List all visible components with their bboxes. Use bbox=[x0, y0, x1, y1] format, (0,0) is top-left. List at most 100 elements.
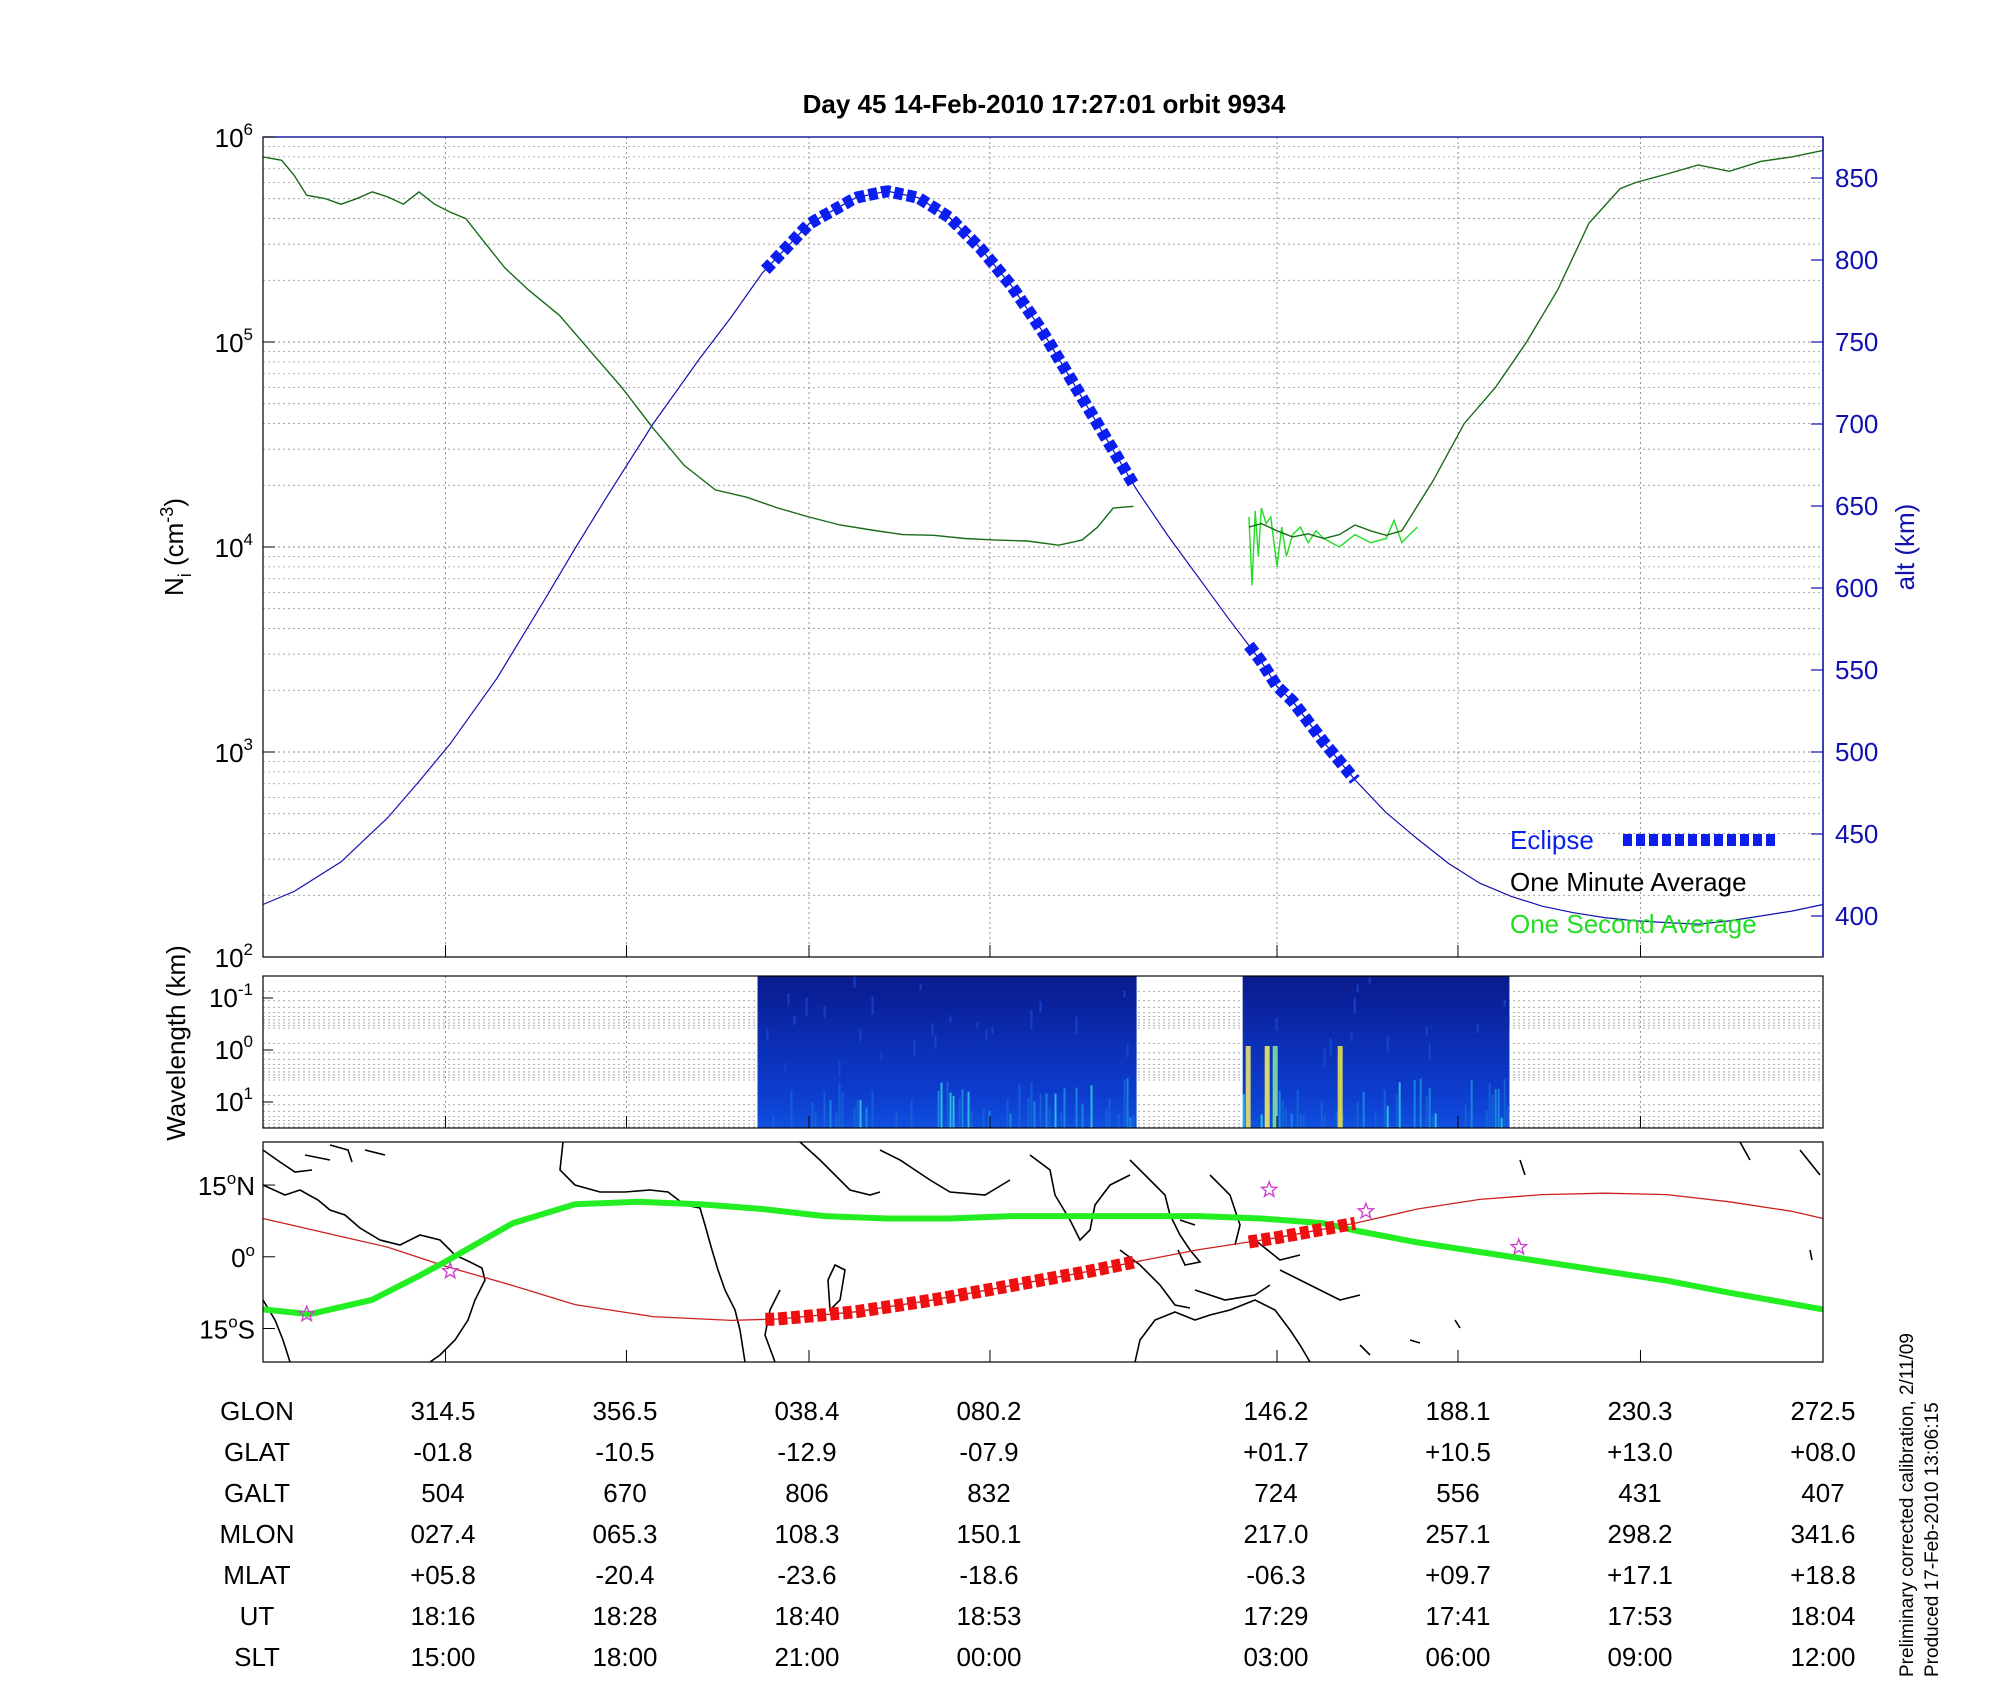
spectrogram-speckle bbox=[949, 1015, 952, 1023]
spectrogram-streak bbox=[1362, 1091, 1365, 1128]
spectrogram-panel: 10-1 100 101 Wavelength (km) bbox=[161, 945, 1824, 1141]
table-cell: +18.8 bbox=[1790, 1560, 1856, 1590]
spectrogram-speckle bbox=[787, 993, 790, 1005]
table-cell: 080.2 bbox=[956, 1396, 1021, 1426]
density-panel: 102 103 104 105 106 400 450 500 550 600 650 700 750… bbox=[157, 120, 1920, 973]
density-tick-label: 104 bbox=[215, 530, 253, 563]
spectrogram-streak bbox=[1413, 1080, 1416, 1128]
table-cell: 314.5 bbox=[410, 1396, 475, 1426]
legend-eclipse-label: Eclipse bbox=[1510, 825, 1594, 855]
spectrogram-speckle bbox=[985, 1029, 988, 1042]
orbit-table: GLON 314.5 356.5 038.4 080.2 146.2 188.1 230.3 2… bbox=[219, 1396, 1855, 1672]
star-marker bbox=[1509, 1237, 1529, 1256]
spectrogram-streak bbox=[1302, 1115, 1305, 1128]
spectrogram-streak bbox=[790, 1091, 793, 1128]
spectrogram-streak bbox=[1260, 1114, 1263, 1128]
table-cell: 027.4 bbox=[410, 1519, 475, 1549]
spectrogram-speckle bbox=[1356, 984, 1359, 993]
spectrogram-speckle bbox=[793, 1016, 796, 1026]
altitude-line bbox=[262, 190, 1824, 925]
spectrogram-streak bbox=[1491, 1094, 1494, 1128]
spectrogram-streak bbox=[1117, 1114, 1120, 1128]
spectrogram-streak bbox=[1470, 1079, 1473, 1128]
spectrogram-streak bbox=[1129, 1117, 1132, 1128]
table-cell: 217.0 bbox=[1243, 1519, 1308, 1549]
table-cell: 03:00 bbox=[1243, 1642, 1308, 1672]
spectrogram-streak bbox=[1356, 1102, 1359, 1128]
spectrogram-speckle bbox=[766, 1029, 769, 1041]
spectrogram-streak bbox=[1018, 1083, 1021, 1128]
table-cell: 806 bbox=[785, 1478, 828, 1508]
coast-caribbean bbox=[262, 1144, 386, 1173]
spectrogram-streak bbox=[1425, 1095, 1428, 1128]
spectrogram-streak bbox=[811, 1101, 814, 1128]
spectrogram-speckle bbox=[859, 1028, 862, 1042]
coast-pacific-islands bbox=[1359, 1141, 1821, 1356]
spectrogram-streak bbox=[1434, 1113, 1437, 1128]
spectrogram-speckle bbox=[1503, 999, 1506, 1007]
spectrogram-speckle bbox=[1030, 1010, 1033, 1030]
table-cell: 108.3 bbox=[774, 1519, 839, 1549]
table-cell: 724 bbox=[1254, 1478, 1297, 1508]
table-cell: 150.1 bbox=[956, 1519, 1021, 1549]
table-cell: 18:16 bbox=[410, 1601, 475, 1631]
table-cell: +01.7 bbox=[1243, 1437, 1309, 1467]
altitude-tick-label: 400 bbox=[1835, 901, 1878, 931]
spectrogram-burst bbox=[1272, 1046, 1278, 1128]
density-tick-label: 105 bbox=[215, 325, 253, 358]
map-area bbox=[263, 1142, 1823, 1362]
spectrogram-streak bbox=[865, 1107, 868, 1128]
spectrogram-speckle bbox=[919, 983, 922, 991]
spectrogram-speckle bbox=[1075, 1016, 1078, 1035]
calibration-note: Preliminary corrected calibration, 2/11/… bbox=[1897, 1333, 1918, 1677]
spectrogram-streak bbox=[982, 1108, 985, 1128]
spectrogram-streak bbox=[1428, 1087, 1431, 1128]
spectrogram-tick-label: 101 bbox=[215, 1084, 253, 1117]
spectrogram-streak bbox=[1009, 1113, 1012, 1128]
chart-title: Day 45 14-Feb-2010 17:27:01 orbit 9934 bbox=[803, 89, 1286, 119]
table-row-label: GLON bbox=[220, 1396, 294, 1426]
spectrogram-streak bbox=[1081, 1104, 1084, 1128]
star-marker bbox=[1356, 1201, 1376, 1220]
map-frame bbox=[262, 1141, 1824, 1363]
table-row-label: UT bbox=[240, 1601, 275, 1631]
spectrogram-streak bbox=[1464, 1104, 1467, 1128]
spectrogram-speckle bbox=[1123, 991, 1126, 998]
spectrogram-streak bbox=[1045, 1093, 1048, 1128]
spectrogram-streak bbox=[1503, 1078, 1506, 1128]
spectrogram-streak bbox=[1030, 1082, 1033, 1128]
spectrogram-streak bbox=[1027, 1098, 1030, 1128]
spectrogram-streak bbox=[1242, 1094, 1245, 1128]
spectrogram-streak bbox=[1033, 1101, 1036, 1128]
spectrogram-speckle bbox=[1323, 1047, 1326, 1067]
spectrogram-tick-label: 100 bbox=[215, 1032, 253, 1065]
table-cell: 15:00 bbox=[410, 1642, 475, 1672]
table-cell: 407 bbox=[1801, 1478, 1844, 1508]
table-cell: 18:04 bbox=[1790, 1601, 1855, 1631]
table-cell: 18:00 bbox=[592, 1642, 657, 1672]
spectrogram-streak bbox=[829, 1099, 832, 1128]
map-tick-label: 0o bbox=[231, 1241, 255, 1273]
table-cell: -06.3 bbox=[1246, 1560, 1305, 1590]
density-series bbox=[262, 149, 1824, 925]
table-cell: 17:41 bbox=[1425, 1601, 1490, 1631]
spectrogram-streak bbox=[1500, 1117, 1503, 1128]
spectrogram-speckle bbox=[805, 997, 808, 1016]
spectrogram-streak bbox=[967, 1091, 970, 1128]
table-cell: 272.5 bbox=[1790, 1396, 1855, 1426]
legend-minute-label: One Minute Average bbox=[1510, 867, 1747, 897]
table-cell: +05.8 bbox=[410, 1560, 476, 1590]
spectrogram-streak bbox=[952, 1095, 955, 1128]
table-cell: 257.1 bbox=[1425, 1519, 1490, 1549]
density-one-minute-line bbox=[1248, 149, 1824, 540]
legend: Eclipse One Minute Average One Second Av… bbox=[1510, 825, 1776, 939]
coast-se-asia bbox=[1119, 1159, 1361, 1309]
spectrogram-speckle bbox=[991, 1027, 994, 1035]
spectrogram-frame bbox=[262, 975, 1824, 1129]
spectrogram-speckle bbox=[1428, 1043, 1431, 1059]
table-cell: -07.9 bbox=[959, 1437, 1018, 1467]
spectrogram-speckle bbox=[1425, 1026, 1428, 1037]
table-cell: 065.3 bbox=[592, 1519, 657, 1549]
table-row-label: GALT bbox=[224, 1478, 290, 1508]
spectrogram-streak bbox=[1299, 1113, 1302, 1128]
